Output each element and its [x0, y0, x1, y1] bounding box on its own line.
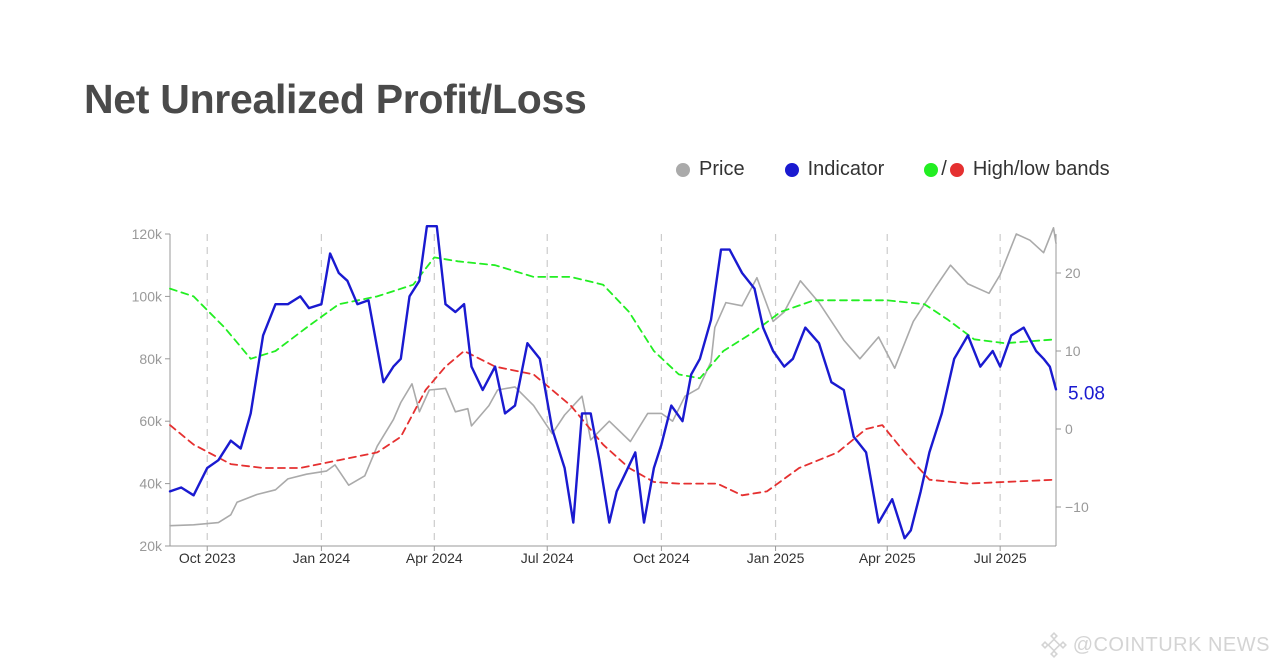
- low-band-series-line: [169, 350, 1057, 497]
- watermark-text: @COINTURK NEWS: [1072, 633, 1270, 656]
- legend-price-label: Price: [699, 158, 745, 180]
- x-tick-label: Oct 2024: [633, 550, 690, 566]
- legend-low-band-swatch: [949, 162, 964, 177]
- x-tick-label: Jul 2025: [974, 550, 1027, 566]
- chart-title: Net Unrealized Profit/Loss: [84, 76, 587, 122]
- x-tick-label: Apr 2024: [406, 550, 463, 566]
- y-left-tick-label: 100k: [132, 288, 163, 304]
- y-right-tick-label: 10: [1065, 343, 1081, 359]
- indicator-series-line: [168, 225, 1058, 540]
- legend-item-price[interactable]: Price: [676, 158, 745, 181]
- y-right-tick-label: −10: [1065, 499, 1089, 515]
- chart-legend: Price Indicator / High/low bands: [676, 158, 1110, 181]
- y-right-tick-label: 20: [1065, 265, 1081, 281]
- y-right-tick-label: 0: [1065, 421, 1073, 437]
- y-left-tick-label: 60k: [139, 413, 163, 429]
- y-left-tick-label: 40k: [139, 476, 163, 492]
- high-band-series-line: [169, 256, 1057, 380]
- legend-indicator-label: Indicator: [807, 158, 885, 180]
- legend-bands-separator: /: [941, 158, 947, 180]
- x-tick-label: Apr 2025: [859, 550, 916, 566]
- legend-high-band-swatch: [924, 162, 939, 177]
- y-left-tick-label: 120k: [132, 226, 163, 242]
- binance-logo-icon: [1040, 632, 1067, 658]
- x-tick-label: Jul 2024: [521, 550, 574, 566]
- x-tick-label: Oct 2023: [179, 550, 236, 566]
- y-left-tick-label: 80k: [139, 351, 163, 367]
- legend-price-swatch: [676, 162, 690, 177]
- y-left-tick-label: 20k: [139, 538, 163, 554]
- legend-indicator-swatch: [784, 162, 799, 177]
- x-tick-label: Jan 2025: [747, 550, 805, 566]
- x-tick-label: Jan 2024: [293, 550, 351, 566]
- indicator-last-value-label: 5.08: [1068, 383, 1105, 404]
- watermark: @COINTURK NEWS: [1040, 632, 1270, 658]
- legend-bands-label: High/low bands: [972, 158, 1110, 180]
- legend-item-bands[interactable]: / High/low bands: [924, 158, 1110, 181]
- price-series-line: [169, 227, 1057, 527]
- legend-item-indicator[interactable]: Indicator: [784, 158, 885, 181]
